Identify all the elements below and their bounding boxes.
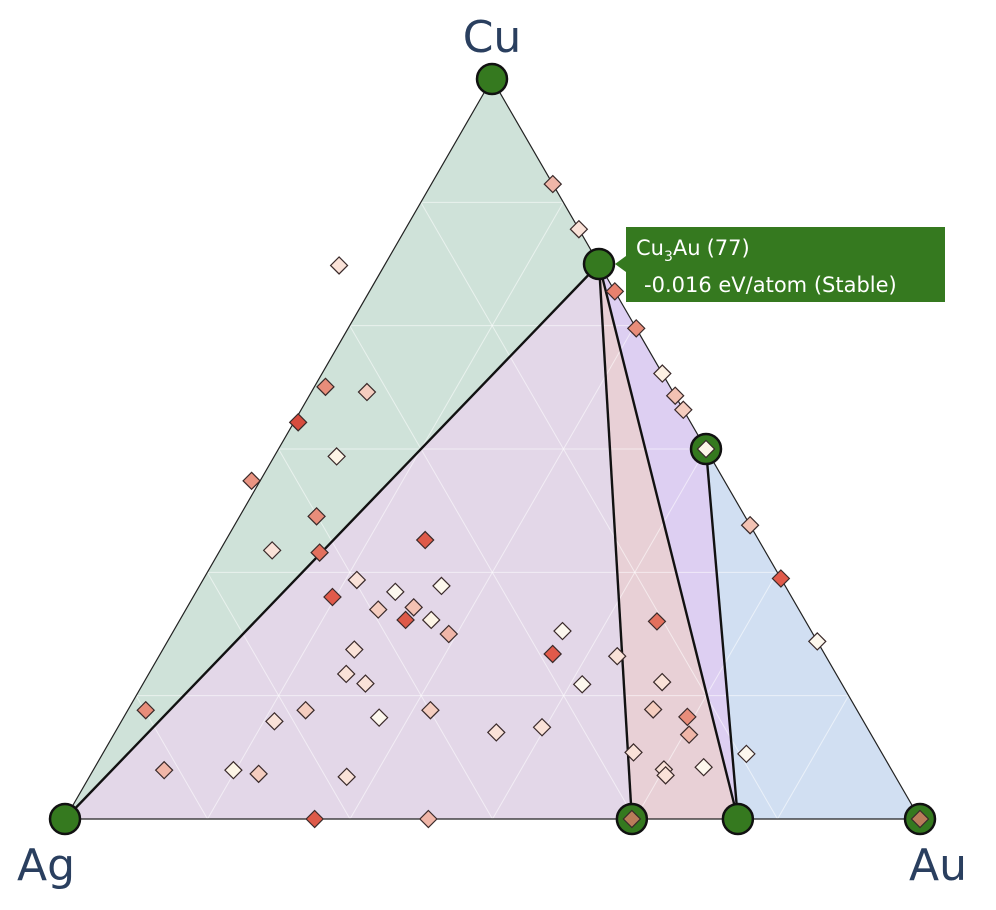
unstable-point-38[interactable]: [265, 711, 284, 731]
unstable-point-58[interactable]: [419, 809, 438, 829]
unstable-point-46[interactable]: [652, 672, 672, 692]
vertex-label-top: Cu: [463, 12, 522, 63]
grid-line-au-3: [492, 448, 707, 820]
unstable-point-40[interactable]: [369, 708, 389, 727]
grid-line-ag-1: [420, 202, 778, 820]
facet-ag-cu3au-agau: [65, 264, 632, 819]
unstable-point-34[interactable]: [543, 644, 563, 664]
unstable-point-22[interactable]: [347, 570, 367, 590]
vertex-label-left: Ag: [17, 840, 75, 891]
unstable-point-14[interactable]: [316, 377, 335, 397]
tooltip-formula: Cu3Au (77): [636, 236, 750, 265]
unstable-point-10[interactable]: [807, 632, 827, 651]
unstable-point-59[interactable]: [305, 809, 325, 829]
unstable-point-15[interactable]: [242, 471, 261, 491]
unstable-point-49[interactable]: [624, 743, 643, 762]
unstable-point-44[interactable]: [643, 700, 663, 719]
unstable-point-33[interactable]: [356, 674, 375, 693]
unstable-point-55[interactable]: [224, 760, 243, 780]
grid-line-au-2: [349, 325, 636, 820]
unstable-point-17[interactable]: [327, 447, 346, 466]
unstable-point-5[interactable]: [652, 364, 672, 383]
hover-tooltip: Cu3Au (77) -0.016 eV/atom (Stable): [615, 227, 945, 302]
unstable-point-13[interactable]: [357, 382, 377, 402]
unstable-point-43[interactable]: [532, 717, 552, 737]
unstable-point-25[interactable]: [323, 587, 342, 607]
unstable-point-42[interactable]: [486, 723, 506, 742]
stable-point-cuau-inner[interactable]: [696, 439, 716, 459]
unstable-point-41[interactable]: [421, 700, 440, 720]
unstable-point-39[interactable]: [296, 700, 315, 720]
unstable-point-24[interactable]: [432, 576, 451, 596]
unstable-point-18[interactable]: [307, 506, 326, 526]
tooltip-entry-id: (77): [707, 236, 750, 260]
tooltip-formula-subscript: 3: [664, 249, 673, 265]
tie-line-4: [704, 448, 740, 820]
unstable-point-19[interactable]: [262, 541, 282, 560]
unstable-point-8[interactable]: [740, 515, 760, 535]
stable-point-cu[interactable]: [475, 62, 509, 96]
unstable-point-35[interactable]: [572, 674, 592, 694]
unstable-point-26[interactable]: [368, 600, 388, 619]
tie-line-2: [597, 263, 634, 820]
unstable-point-27[interactable]: [396, 610, 415, 630]
tooltip-formula-base: Cu: [636, 236, 664, 260]
unstable-points-layer: [136, 174, 827, 829]
unstable-point-23[interactable]: [385, 582, 405, 602]
unstable-point-53[interactable]: [656, 765, 675, 785]
stable-point-au-inner[interactable]: [910, 809, 930, 829]
tie-line-3: [597, 263, 740, 820]
grid-line-ag-4: [206, 572, 351, 820]
unstable-point-1[interactable]: [543, 174, 563, 194]
unstable-point-30[interactable]: [439, 624, 459, 644]
unstable-point-7[interactable]: [673, 400, 693, 420]
unstable-point-37[interactable]: [136, 700, 156, 720]
unstable-point-9[interactable]: [771, 569, 791, 588]
unstable-point-45[interactable]: [607, 646, 627, 666]
unstable-point-21[interactable]: [415, 530, 435, 550]
unstable-point-54[interactable]: [154, 760, 174, 780]
unstable-point-31[interactable]: [344, 640, 364, 659]
tooltip-formula-tail: Au: [673, 236, 701, 260]
unstable-point-2[interactable]: [569, 219, 589, 239]
grid-line-au-5: [777, 695, 850, 820]
unstable-point-6[interactable]: [665, 386, 685, 406]
unstable-point-28[interactable]: [404, 598, 424, 617]
unstable-point-32[interactable]: [336, 664, 356, 684]
unstable-point-12[interactable]: [329, 256, 349, 275]
tie-line-1: [64, 263, 600, 820]
unstable-point-48[interactable]: [679, 725, 699, 744]
unstable-point-56[interactable]: [249, 764, 268, 784]
unstable-point-36[interactable]: [553, 621, 572, 641]
facet-edges-layer: [64, 263, 740, 820]
grid-line-au-1: [207, 202, 564, 820]
tooltip-background: [615, 227, 945, 302]
vertex-label-right: Au: [909, 840, 967, 891]
unstable-point-47[interactable]: [678, 707, 697, 727]
unstable-point-52[interactable]: [694, 757, 713, 777]
tooltip-energy: -0.016 eV/atom (Stable): [644, 273, 897, 297]
unstable-point-11[interactable]: [647, 612, 667, 631]
stable-point-agau-inner[interactable]: [622, 809, 642, 829]
unstable-point-20[interactable]: [310, 543, 329, 562]
stable-point-agau3[interactable]: [721, 802, 755, 836]
unstable-point-51[interactable]: [737, 744, 756, 764]
unstable-point-16[interactable]: [288, 413, 308, 432]
stable-points-layer: [48, 62, 937, 836]
stable-point-ag[interactable]: [48, 802, 82, 836]
stable-point-cu3au[interactable]: [582, 247, 616, 281]
unstable-point-29[interactable]: [421, 610, 441, 630]
unstable-point-57[interactable]: [337, 767, 357, 787]
unstable-point-4[interactable]: [626, 319, 646, 338]
unstable-point-3[interactable]: [605, 282, 625, 301]
